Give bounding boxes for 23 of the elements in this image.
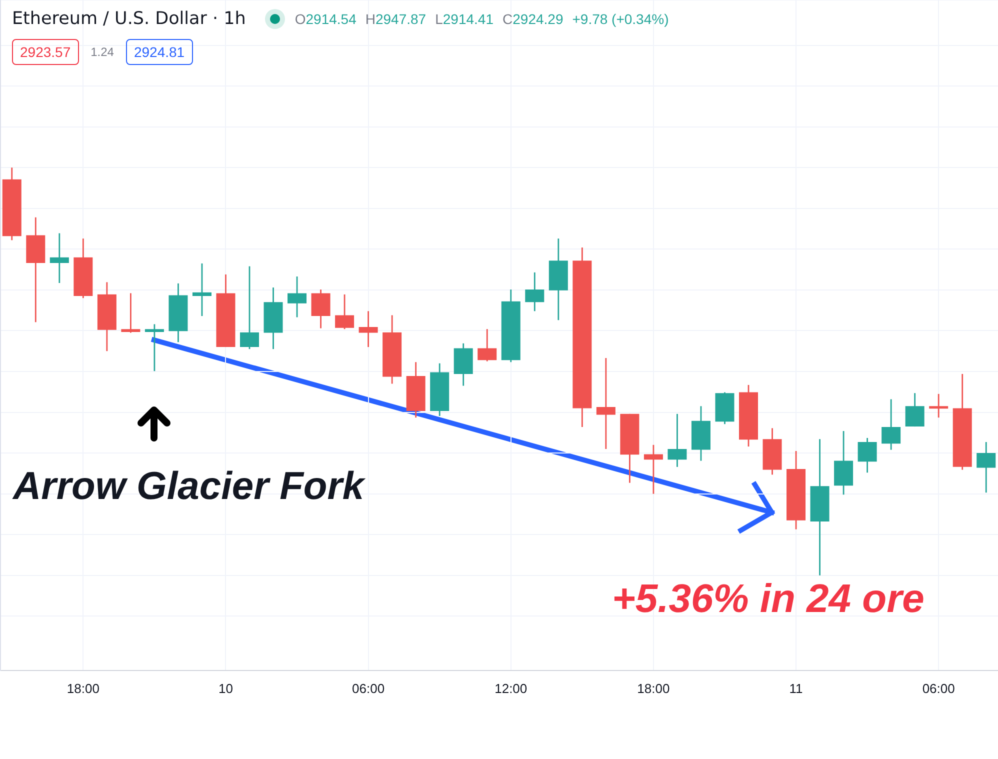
text: L2914.41	[435, 11, 494, 27]
candlestick	[121, 293, 140, 333]
price-box: 2924.81	[126, 39, 193, 65]
text: O2914.54	[294, 11, 356, 27]
candlestick	[596, 358, 616, 449]
candlestick	[358, 311, 378, 348]
text: C2924.29	[502, 11, 564, 27]
chart-title: Ethereum / U.S. Dollar · 1h	[12, 9, 246, 29]
x-tick-label: 12:00	[494, 680, 528, 696]
text: +5.36% in 24 ore	[612, 577, 924, 622]
annotation: Arrow Glacier Fork	[13, 465, 364, 508]
text: 1.24	[90, 45, 114, 59]
candlestick	[929, 394, 948, 418]
candlestick	[50, 233, 69, 284]
x-tick-label: 18:00	[66, 680, 100, 696]
x-tick-label: 06:00	[922, 680, 955, 696]
x-tick-label: 10	[218, 680, 233, 696]
x-tick-label: 11	[789, 680, 803, 696]
text: +9.78 (+0.34%)	[572, 11, 669, 27]
text: H2947.87	[365, 11, 426, 27]
x-tick-label: 06:00	[352, 680, 385, 696]
x-tick-label: 18:00	[637, 680, 670, 696]
price-box: 2923.57	[12, 39, 79, 65]
